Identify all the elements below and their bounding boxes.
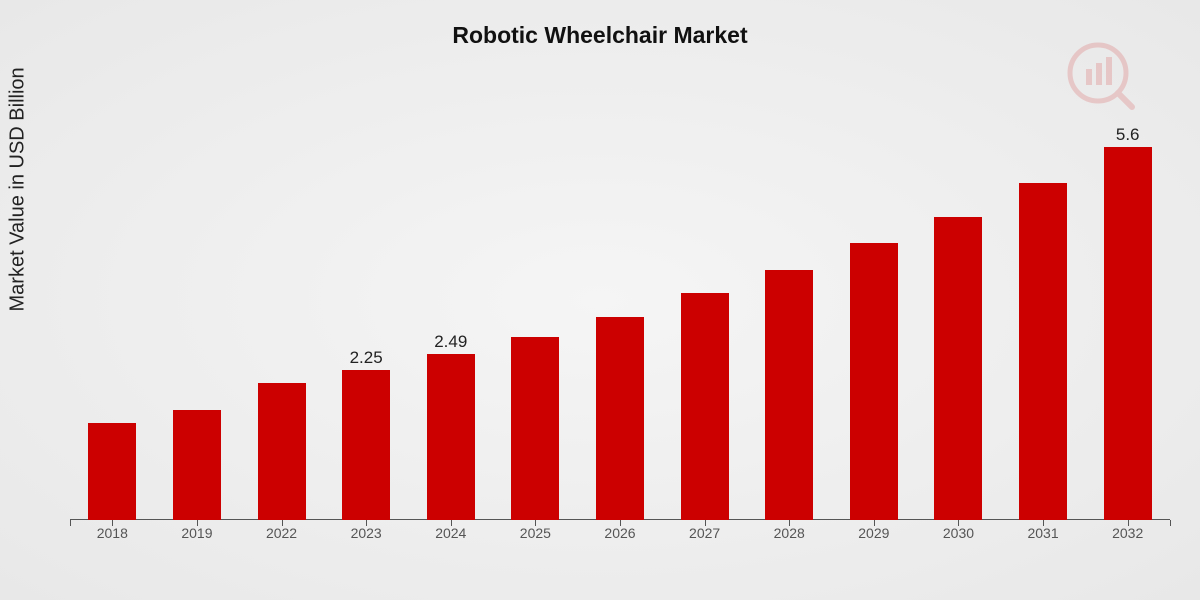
bar-2031 [1019,183,1067,520]
bar-2032: 5.6 [1104,147,1152,520]
watermark-logo [1060,35,1140,120]
x-tick-label: 2022 [266,525,297,541]
x-tick-label: 2018 [97,525,128,541]
bar-2023: 2.25 [342,370,390,520]
bar-2018 [88,423,136,520]
x-tick-label: 2025 [520,525,551,541]
bar-rect [342,370,390,520]
bar-2027 [681,293,729,520]
x-tick-boundary [70,520,71,526]
x-tick-label: 2028 [774,525,805,541]
x-tick-label: 2019 [181,525,212,541]
bar-rect [934,217,982,520]
bar-2026 [596,317,644,520]
bar-rect [1019,183,1067,520]
bar-2029 [850,243,898,520]
bars-container: 2.25 2.49 5.6 [70,120,1170,520]
x-tick-label: 2031 [1027,525,1058,541]
x-tick-label: 2029 [858,525,889,541]
bar-2022 [258,383,306,520]
bar-rect [1104,147,1152,520]
bar-rect [427,354,475,520]
y-axis-label: Market Value in USD Billion [7,67,30,311]
bar-rect [258,383,306,520]
bar-rect [765,270,813,520]
plot-area: 2.252.495.6 2018201920222023202420252026… [70,120,1170,520]
bar-2024: 2.49 [427,354,475,520]
bar-rect [173,410,221,520]
bar-rect [88,423,136,520]
bar-rect [681,293,729,520]
x-tick-label: 2024 [435,525,466,541]
bar-rect [511,337,559,520]
x-tick-label: 2030 [943,525,974,541]
x-tick-label: 2032 [1112,525,1143,541]
chart-title: Robotic Wheelchair Market [0,22,1200,49]
x-tick-label: 2026 [604,525,635,541]
bar-2028 [765,270,813,520]
bar-value-label: 5.6 [1116,125,1140,145]
bar-2030 [934,217,982,520]
bar-2019 [173,410,221,520]
x-tick-boundary [1170,520,1171,526]
bar-rect [850,243,898,520]
bar-2025 [511,337,559,520]
bar-value-label: 2.25 [350,348,383,368]
bar-rect [596,317,644,520]
bar-value-label: 2.49 [434,332,467,352]
x-tick-label: 2027 [689,525,720,541]
x-tick-label: 2023 [351,525,382,541]
